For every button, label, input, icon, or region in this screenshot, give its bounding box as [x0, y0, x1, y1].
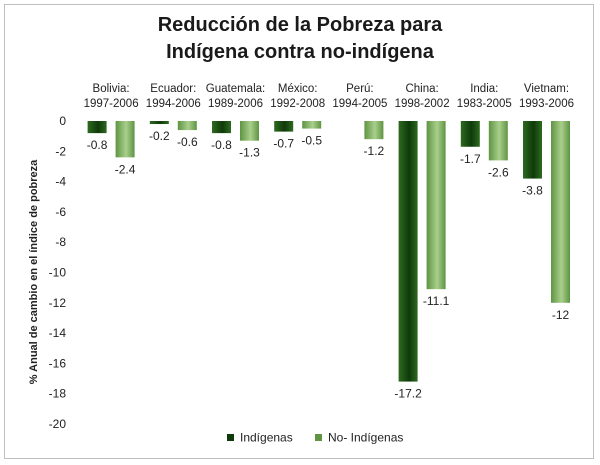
- y-tick-label: -14: [49, 326, 67, 340]
- y-tick-label: 0: [59, 114, 66, 128]
- y-tick-label: -20: [49, 417, 67, 431]
- legend-label-indigenas: Indígenas: [240, 431, 293, 445]
- bar-no-indigenas: [426, 121, 446, 290]
- category-label-period: 1992-2008: [270, 98, 325, 110]
- data-label: -2.6: [488, 165, 509, 179]
- bar-indigenas: [460, 121, 480, 147]
- category-label-country: Guatemala:: [206, 83, 265, 95]
- legend-swatch-indigenas: [227, 434, 234, 441]
- y-tick-label: -8: [55, 235, 66, 249]
- y-tick-label: -12: [49, 296, 67, 310]
- data-label: -0.6: [177, 135, 198, 149]
- y-tick-label: -16: [49, 356, 67, 370]
- data-label: -0.7: [273, 137, 294, 151]
- data-labels: -0.8 -0.2 -0.8 -0.7 -17.2 -1.7 -3.8 -2.4 -0.6 -1.…: [87, 129, 570, 401]
- bar-indigenas: [149, 121, 169, 125]
- legend-label-no-indigenas: No- Indígenas: [328, 431, 403, 445]
- data-label: -17.2: [394, 387, 422, 401]
- bar-no-indigenas: [177, 121, 197, 131]
- data-label: -12: [552, 308, 570, 322]
- y-tick-label: -2: [55, 144, 66, 158]
- category-label-period: 1997-2006: [84, 98, 139, 110]
- data-label: -0.8: [87, 138, 108, 152]
- legend: Indígenas No- Indígenas: [227, 431, 403, 445]
- category-label-country: Vietnam:: [524, 83, 569, 95]
- category-label-country: Perú:: [346, 83, 374, 95]
- category-label-period: 1983-2005: [457, 98, 512, 110]
- data-label: -2.4: [115, 162, 136, 176]
- data-label: -0.5: [301, 134, 322, 148]
- bar-indigenas: [212, 121, 231, 134]
- bar-indigenas: [398, 121, 418, 382]
- chart-title: Reducción de la Pobreza para Indígena co…: [0, 12, 600, 66]
- data-label: -0.2: [149, 129, 170, 143]
- category-label-country: Ecuador:: [150, 83, 196, 95]
- y-tick-label: -6: [55, 205, 66, 219]
- chart-title-line-2: Indígena contra no-indígena: [166, 41, 434, 63]
- category-label-period: 1994-2006: [146, 98, 201, 110]
- data-label: -11.1: [423, 294, 450, 308]
- bar-no-indigenas: [551, 121, 570, 303]
- bar-no-indigenas: [302, 121, 322, 129]
- category-label-country: China:: [405, 83, 438, 95]
- data-label: -1.7: [460, 152, 481, 166]
- legend-swatch-no-indigenas: [315, 434, 322, 441]
- chart-title-line-1: Reducción de la Pobreza para: [157, 14, 443, 36]
- y-axis: 0 -2 -4 -6 -8 -10 -12 -14 -16 -18 -20: [49, 114, 67, 431]
- data-label: -1.2: [364, 144, 385, 158]
- bars: [87, 121, 570, 382]
- chart-frame: [4, 4, 594, 459]
- data-label: -1.3: [239, 146, 260, 160]
- bar-no-indigenas: [240, 121, 259, 141]
- data-label: -3.8: [522, 184, 543, 198]
- bar-no-indigenas: [115, 121, 135, 158]
- y-tick-label: -4: [55, 175, 66, 189]
- y-tick-label: -18: [49, 387, 67, 401]
- y-axis-label: % Anual de cambio en el índice de pobrez…: [28, 159, 40, 384]
- category-label-country: México:: [278, 83, 318, 95]
- bar-indigenas: [87, 121, 107, 134]
- category-label-period: 1993-2006: [519, 98, 574, 110]
- category-label-country: India:: [470, 83, 498, 95]
- category-label-period: 1994-2005: [332, 98, 387, 110]
- category-label-period: 1998-2002: [395, 98, 450, 110]
- category-label-country: Bolivia:: [93, 83, 130, 95]
- bar-indigenas: [523, 121, 542, 179]
- category-labels: Bolivia: 1997-2006 Ecuador: 1994-2006 Guatem…: [84, 83, 574, 110]
- category-label-period: 1989-2006: [208, 98, 263, 110]
- bar-no-indigenas: [488, 121, 508, 161]
- bar-indigenas: [274, 121, 294, 132]
- data-label: -0.8: [211, 138, 232, 152]
- y-tick-label: -10: [49, 266, 67, 280]
- bar-no-indigenas: [364, 121, 384, 140]
